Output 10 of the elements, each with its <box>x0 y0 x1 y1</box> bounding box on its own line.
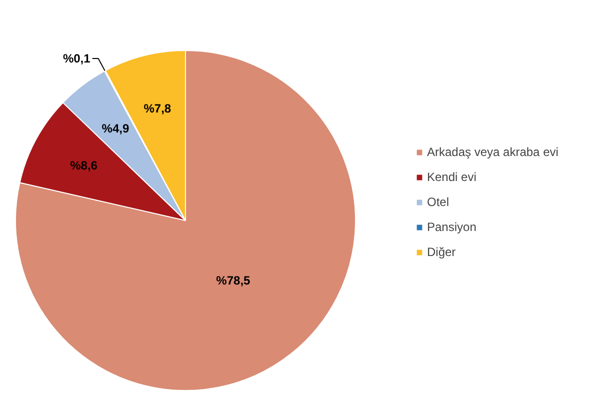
data-label: %7,8 <box>144 101 172 116</box>
legend-label: Pansiyon <box>427 220 476 234</box>
data-label: %0,1 <box>62 51 91 66</box>
legend-label: Otel <box>427 195 450 209</box>
data-label: %4,9 <box>102 122 130 136</box>
legend-label: Diğer <box>427 245 456 259</box>
data-label: %8,6 <box>70 158 98 173</box>
legend-label: Kendi evi <box>427 170 476 184</box>
data-label: %78,5 <box>216 273 251 288</box>
legend-label: Arkadaş veya akraba evi <box>427 145 558 159</box>
